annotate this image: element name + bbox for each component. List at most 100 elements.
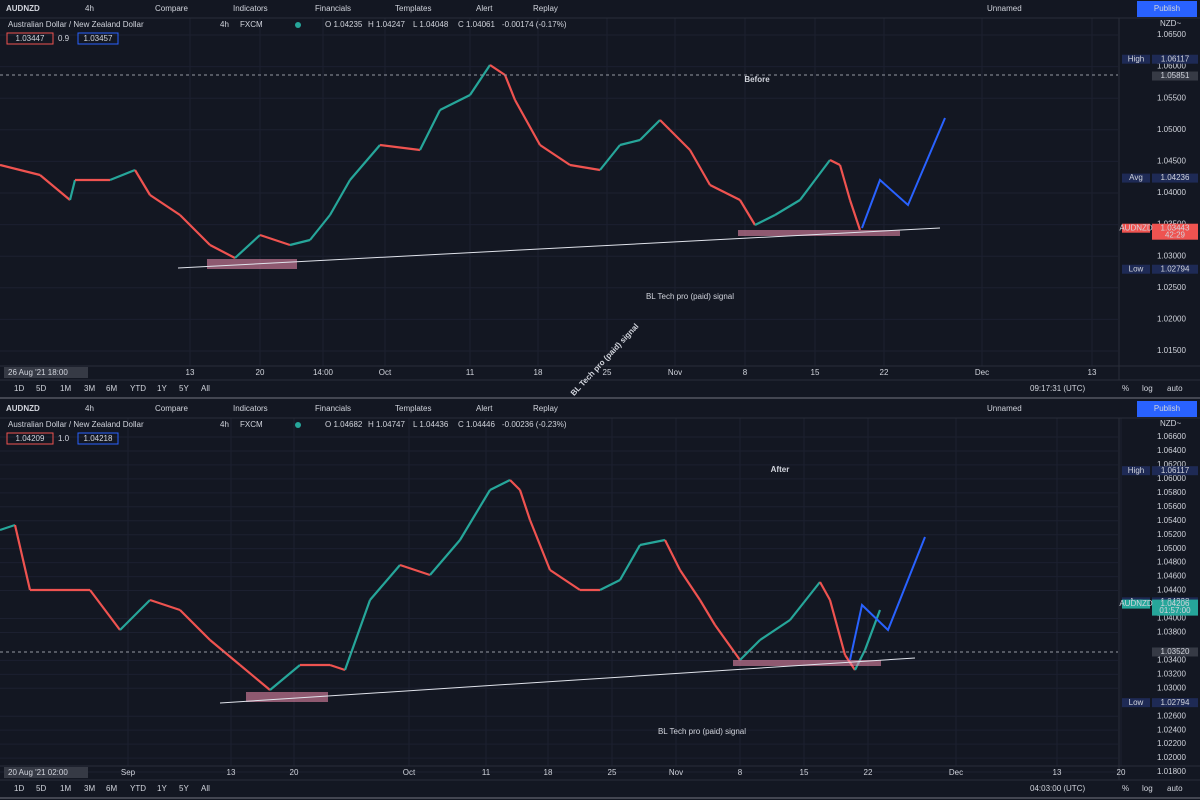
- ohlc: O 1.04682: [325, 420, 363, 429]
- range-button[interactable]: 5Y: [179, 784, 189, 793]
- time-tick: Dec: [975, 368, 989, 377]
- publish-button[interactable]: [1137, 1, 1197, 17]
- scale-option[interactable]: log: [1142, 384, 1153, 393]
- price-segment: [699, 599, 716, 626]
- interval[interactable]: 4h: [85, 404, 94, 413]
- price-tick: 1.04000: [1157, 614, 1186, 623]
- badge-name: High: [1128, 54, 1144, 63]
- scale-option[interactable]: log: [1142, 784, 1153, 793]
- publish-label[interactable]: Publish: [1154, 4, 1180, 13]
- toolbar-button[interactable]: Alert: [476, 404, 493, 413]
- toolbar-button[interactable]: Replay: [533, 404, 558, 413]
- toolbar-button[interactable]: Alert: [476, 4, 493, 13]
- price-segment: [109, 168, 136, 182]
- clock: 04:03:00 (UTC): [1030, 784, 1085, 793]
- range-button[interactable]: 1M: [60, 384, 71, 393]
- scale-option[interactable]: %: [1122, 384, 1129, 393]
- range-button[interactable]: 1M: [60, 784, 71, 793]
- range-button[interactable]: 1Y: [157, 784, 167, 793]
- price-badge: [1152, 698, 1198, 708]
- toolbar-button[interactable]: Replay: [533, 4, 558, 13]
- time-tick: Dec: [949, 768, 963, 777]
- price-segment: [829, 159, 841, 166]
- range-button[interactable]: 5Y: [179, 384, 189, 393]
- price-segment: [848, 199, 862, 231]
- price-tick: 1.04800: [1157, 558, 1186, 567]
- legend-source: FXCM: [240, 20, 263, 29]
- badge-name-box: [1122, 173, 1150, 183]
- price-tick: 1.02000: [1157, 753, 1186, 762]
- range-button[interactable]: YTD: [130, 384, 146, 393]
- range-button[interactable]: 1Y: [157, 384, 167, 393]
- range-button[interactable]: 5D: [36, 784, 46, 793]
- badge-value: 1.06117: [1161, 466, 1190, 475]
- toolbar-button[interactable]: Compare: [155, 404, 188, 413]
- price-tick: 1.06200: [1157, 460, 1186, 469]
- time-tick: 8: [743, 368, 748, 377]
- range-button[interactable]: 6M: [106, 384, 117, 393]
- range-button[interactable]: YTD: [130, 784, 146, 793]
- price-tick: 1.04400: [1157, 586, 1186, 595]
- badge-value: 1.03443: [1161, 223, 1190, 232]
- publish-button[interactable]: [1137, 401, 1197, 417]
- price-segment: [369, 564, 401, 601]
- watermark: BL Tech pro (paid) signal: [646, 292, 734, 301]
- price-segment: [13, 524, 32, 591]
- symbol[interactable]: AUDNZD: [6, 404, 40, 413]
- zone-box: [738, 230, 900, 236]
- bid: 1.04209: [16, 434, 45, 443]
- price-segment: [179, 214, 211, 246]
- price-segment: [459, 489, 491, 541]
- price-badge: [1152, 466, 1198, 476]
- price-segment: [149, 598, 181, 612]
- range-button[interactable]: All: [201, 384, 210, 393]
- toolbar-button[interactable]: Compare: [155, 4, 188, 13]
- price-segment: [0, 523, 16, 532]
- price-tick: 1.06000: [1157, 474, 1186, 483]
- price-tick: 1.02000: [1157, 315, 1186, 324]
- price-segment: [669, 129, 691, 151]
- scale-option[interactable]: auto: [1167, 384, 1183, 393]
- toolbar-button[interactable]: Indicators: [233, 4, 268, 13]
- badge-name-box: [1122, 264, 1150, 274]
- toolbar-button[interactable]: Financials: [315, 4, 351, 13]
- range-button[interactable]: 5D: [36, 384, 46, 393]
- range-button[interactable]: 3M: [84, 384, 95, 393]
- toolbar-button[interactable]: Indicators: [233, 404, 268, 413]
- price-segment: [429, 539, 461, 576]
- price-badge: [1152, 599, 1198, 616]
- price-segment: [789, 581, 821, 621]
- price-tick: 1.05500: [1157, 93, 1186, 102]
- scale-option[interactable]: auto: [1167, 784, 1183, 793]
- range-button[interactable]: All: [201, 784, 210, 793]
- range-button[interactable]: 1D: [14, 384, 24, 393]
- price-badge: [1152, 264, 1198, 274]
- price-segment: [599, 144, 621, 171]
- scale-option[interactable]: %: [1122, 784, 1129, 793]
- layout-name[interactable]: Unnamed: [987, 4, 1022, 13]
- price-segment: [754, 214, 776, 226]
- clock: 09:17:31 (UTC): [1030, 384, 1085, 393]
- badge-value: 1.05851: [1161, 71, 1190, 80]
- range-button[interactable]: 1D: [14, 784, 24, 793]
- time-tick: 18: [544, 768, 553, 777]
- legend-source: FXCM: [240, 420, 263, 429]
- price-segment: [709, 184, 741, 201]
- price-segment: [68, 179, 77, 201]
- symbol[interactable]: AUDNZD: [6, 4, 40, 13]
- price-tick: 1.05000: [1157, 544, 1186, 553]
- toolbar-button[interactable]: Templates: [395, 404, 431, 413]
- layout-name[interactable]: Unnamed: [987, 404, 1022, 413]
- price-segment: [89, 589, 121, 631]
- toolbar-button[interactable]: Financials: [315, 404, 351, 413]
- time-tick: 13: [186, 368, 195, 377]
- interval[interactable]: 4h: [85, 4, 94, 13]
- publish-label[interactable]: Publish: [1154, 404, 1180, 413]
- range-button[interactable]: 3M: [84, 784, 95, 793]
- range-button[interactable]: 6M: [106, 784, 117, 793]
- annotation: Before: [744, 75, 770, 84]
- zone-box: [246, 692, 328, 702]
- projection-arrow: [861, 117, 946, 229]
- toolbar-button[interactable]: Templates: [395, 4, 431, 13]
